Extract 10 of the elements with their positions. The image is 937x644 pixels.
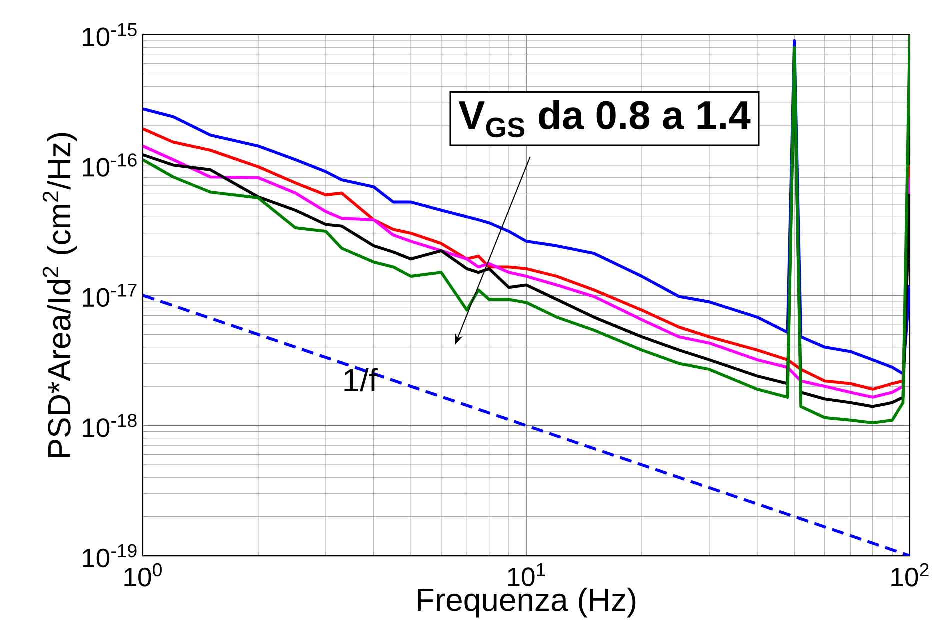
annotation: 1/f xyxy=(344,368,378,392)
x-axis-title: Frequenza (Hz) xyxy=(418,588,636,618)
y-tick-label: 10$^{-18}$ xyxy=(83,414,137,438)
y-tick-label: 10$^{-15}$ xyxy=(83,23,137,47)
annotation: V$_{GS}$ da 0.8 a 1.4 xyxy=(458,100,751,138)
y-tick-label: 10$^{-17}$ xyxy=(83,284,137,308)
x-tick-label: 10$^{1}$ xyxy=(508,563,546,587)
y-axis-title: PSD*Area/Id$^{2}$ (cm$^{2}$/Hz) xyxy=(42,133,78,458)
x-tick-label: 10$^{2}$ xyxy=(892,563,929,587)
y-tick-label: 10$^{-16}$ xyxy=(83,154,137,177)
